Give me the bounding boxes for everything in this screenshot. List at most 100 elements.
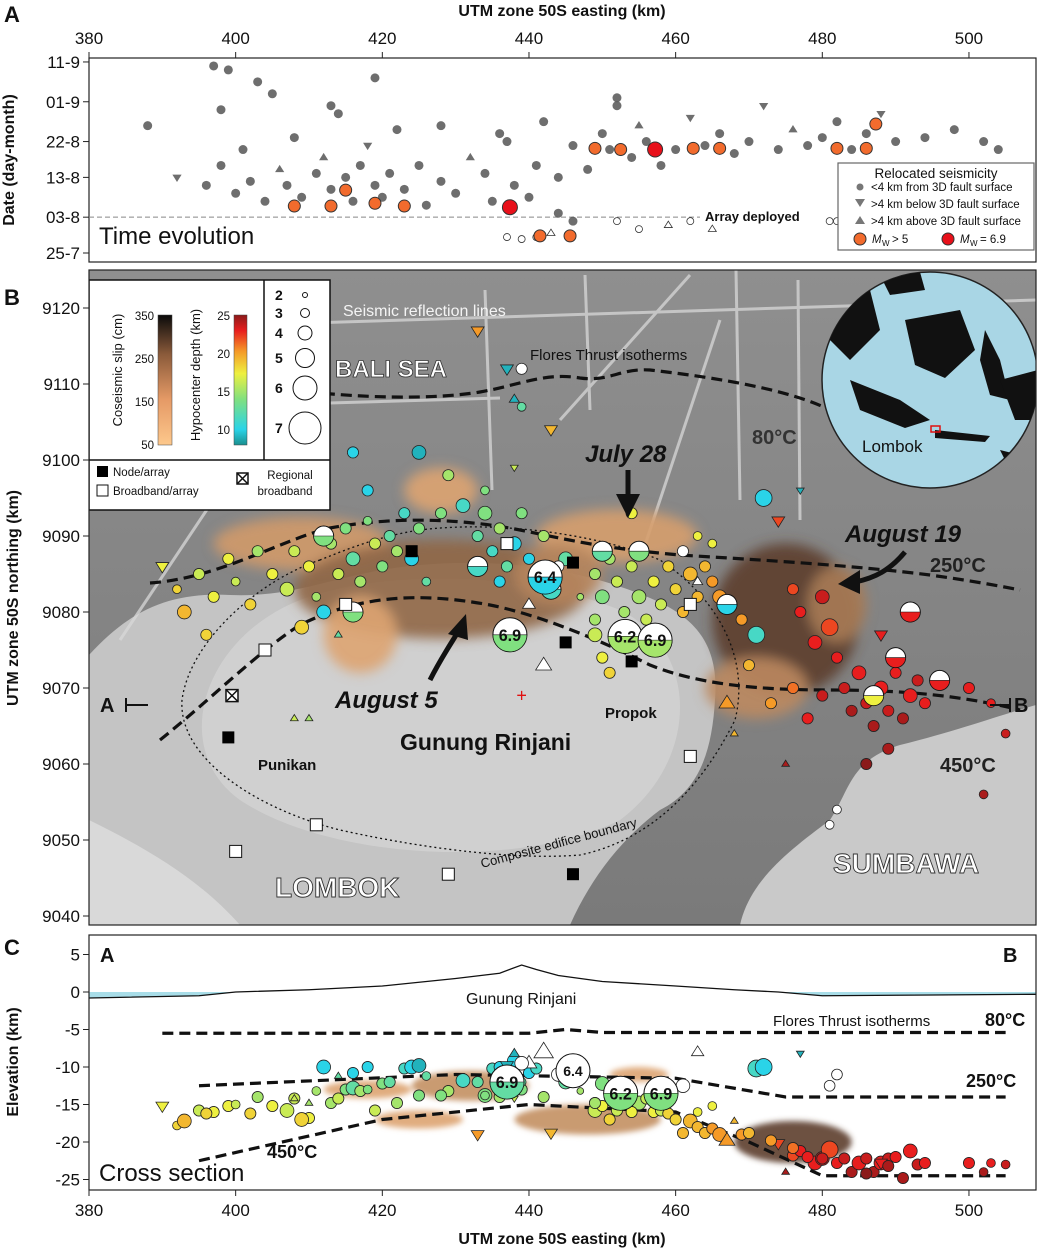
mw-symbol: M xyxy=(872,234,882,246)
map-event xyxy=(509,464,519,473)
section-event xyxy=(676,1127,689,1139)
time-event xyxy=(209,61,219,71)
map-event xyxy=(455,498,471,513)
c-isotherm-450 xyxy=(198,1102,1006,1178)
section-event xyxy=(882,1160,895,1172)
section-event xyxy=(918,1157,931,1169)
sumbawa-label: SUMBAWA xyxy=(833,848,979,879)
map-event xyxy=(398,507,411,520)
mw5-event xyxy=(859,141,873,155)
map-event xyxy=(345,551,361,567)
time-event xyxy=(385,168,395,178)
section-event xyxy=(279,1103,295,1118)
map-event xyxy=(471,530,484,542)
map-event xyxy=(807,635,823,650)
time-event xyxy=(465,152,475,161)
a-y-ticks: 25-7 03-8 13-8 22-8 01-9 11-9 xyxy=(46,53,89,263)
map-event xyxy=(830,651,843,664)
section-event xyxy=(729,1116,739,1124)
section-event xyxy=(860,1167,873,1180)
beachball-quadrant xyxy=(313,535,334,547)
time-event xyxy=(253,77,263,87)
inset-lombok-label: Lombok xyxy=(862,437,923,456)
section-event xyxy=(369,1104,381,1117)
c-x-ticks: 380 400 420 440 460 480 500 xyxy=(75,1190,983,1220)
magnitude-label: 7 xyxy=(275,420,283,436)
inset-globe: Lombok xyxy=(821,271,1036,489)
time-event xyxy=(759,102,769,111)
time-event xyxy=(744,137,754,147)
bali-sea-label: BALI SEA xyxy=(335,356,447,383)
section-event xyxy=(471,1076,484,1088)
mainshock-magnitude-label: 6.2 xyxy=(614,628,636,646)
map-event xyxy=(543,425,559,437)
map-event xyxy=(978,789,989,800)
mainshock: 6.4 xyxy=(555,1053,591,1089)
label-80c: 80°C xyxy=(752,427,797,449)
y-tick-label: 9100 xyxy=(42,451,80,470)
mw69-event xyxy=(647,141,664,158)
map-event xyxy=(742,659,755,672)
map-event xyxy=(771,516,786,528)
mw5-event xyxy=(830,141,844,155)
x-tick-label: 420 xyxy=(368,29,396,48)
map-event xyxy=(303,560,315,573)
a-events xyxy=(143,61,1003,243)
depth-tick: 10 xyxy=(217,425,230,437)
c-isotherm-250 xyxy=(198,1072,1006,1099)
magnitude-label: 3 xyxy=(275,305,283,321)
y-tick-label: 9090 xyxy=(42,527,80,546)
section-event xyxy=(294,1112,309,1127)
section-event xyxy=(786,1142,799,1154)
map-event xyxy=(851,665,867,681)
map-event xyxy=(594,589,610,605)
map-event xyxy=(882,704,895,717)
aug19-label: August 19 xyxy=(844,521,962,548)
mw-subscript-2: W xyxy=(970,239,978,248)
time-event xyxy=(172,174,182,182)
x-tick-label: 480 xyxy=(808,1201,836,1220)
mainshock-magnitude-label: 6.4 xyxy=(534,569,556,587)
isotherm-250 xyxy=(149,518,1021,592)
time-event xyxy=(216,160,226,170)
section-event xyxy=(692,1107,703,1117)
magnitude-label: 4 xyxy=(275,325,283,341)
section-event xyxy=(413,1089,425,1102)
map-event xyxy=(442,469,455,482)
time-event xyxy=(451,188,461,198)
depth-tick: 15 xyxy=(217,387,230,399)
time-event xyxy=(920,133,930,143)
time-event xyxy=(832,117,842,127)
time-event xyxy=(289,133,299,143)
section-start-label: A xyxy=(100,695,114,717)
pre-array-event xyxy=(517,235,526,243)
map-event xyxy=(493,522,506,535)
depth-tick: 25 xyxy=(217,311,230,323)
magnitude-scale: 2 3 4 5 6 7 xyxy=(275,287,322,445)
section-event xyxy=(764,1134,777,1147)
map-event xyxy=(596,651,609,664)
map-event xyxy=(814,589,830,605)
depth-colorbar-label: Hypocenter depth (km) xyxy=(188,309,203,441)
section-event xyxy=(801,1151,814,1163)
lombok-lowland xyxy=(89,820,240,925)
node-station-icon xyxy=(559,636,572,649)
y-tick-label: 5 xyxy=(71,946,80,965)
c-topography xyxy=(89,964,1036,999)
regional-label-2: broadband xyxy=(258,486,313,498)
map-event xyxy=(266,568,279,580)
map-event xyxy=(867,720,880,732)
time-event xyxy=(275,164,285,173)
map-event xyxy=(698,560,711,573)
section-event xyxy=(889,1151,902,1163)
time-event xyxy=(612,93,622,103)
map-event xyxy=(816,689,829,702)
map-event xyxy=(747,625,766,644)
time-event xyxy=(656,160,666,170)
panel-c-frame xyxy=(88,934,1037,1191)
mw5-event xyxy=(686,141,700,155)
map-event xyxy=(332,568,345,580)
label-450c: 450°C xyxy=(940,755,996,777)
map-event xyxy=(522,552,535,565)
mw-symbol-2: M xyxy=(960,234,970,246)
